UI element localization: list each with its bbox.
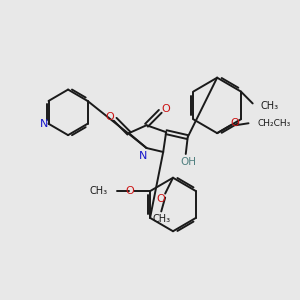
Text: CH₃: CH₃ (260, 101, 279, 111)
Text: O: O (125, 186, 134, 196)
Text: OH: OH (181, 157, 197, 167)
Text: CH₃: CH₃ (152, 214, 170, 224)
Text: CH₃: CH₃ (90, 186, 108, 196)
Text: O: O (162, 104, 170, 114)
Text: N: N (39, 119, 48, 129)
Text: O: O (230, 118, 239, 128)
Text: O: O (157, 194, 166, 203)
Text: CH₂CH₃: CH₂CH₃ (257, 119, 291, 128)
Text: N: N (138, 151, 147, 161)
Text: O: O (105, 112, 114, 122)
